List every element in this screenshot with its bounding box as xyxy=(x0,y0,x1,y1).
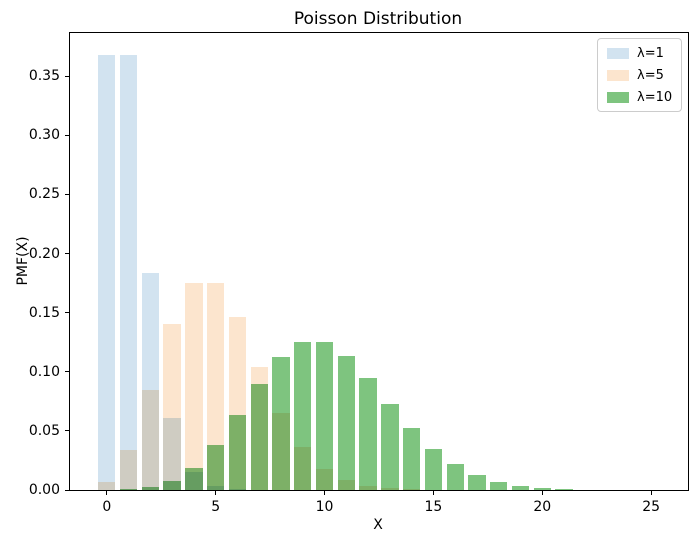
y-tick-label-0.05: 0.05 xyxy=(28,422,60,439)
lambda10-bar-x5 xyxy=(206,445,225,490)
lambda10-bar-x11 xyxy=(337,355,356,490)
y-tick-mark-0.10 xyxy=(65,371,69,373)
lambda1-bar-x0 xyxy=(98,55,116,490)
y-tick-mark-0.30 xyxy=(65,134,69,136)
lambda10-bar-x4 xyxy=(185,467,203,490)
y-tick-mark-0.15 xyxy=(65,312,69,314)
lambda10-bar-x6 xyxy=(228,415,247,490)
x-tick-mark-10 xyxy=(324,491,326,495)
lambda5-bar-x1 xyxy=(119,450,138,490)
legend-item-lambda10: λ=10 xyxy=(607,89,672,105)
x-tick-mark-5 xyxy=(215,491,217,495)
legend-label-lambda10: λ=10 xyxy=(637,89,673,105)
lambda10-bar-x8 xyxy=(272,356,290,490)
y-tick-label-0.15: 0.15 xyxy=(28,304,60,321)
x-tick-label-20: 20 xyxy=(533,499,552,515)
lambda10-bar-x15 xyxy=(424,448,443,490)
y-tick-label-0.25: 0.25 xyxy=(28,186,60,203)
chart-title: Poisson Distribution xyxy=(293,9,463,29)
lambda5-bar-x0 xyxy=(98,482,116,490)
lambda10-bar-x9 xyxy=(294,342,312,490)
lambda5-bar-x4 xyxy=(185,282,203,490)
x-tick-label-10: 10 xyxy=(315,499,334,515)
y-tick-mark-0.25 xyxy=(65,193,69,195)
x-tick-mark-15 xyxy=(432,491,434,495)
lambda10-bar-x21 xyxy=(555,488,573,490)
legend-swatch-lambda10 xyxy=(607,91,629,103)
lambda10-bar-x12 xyxy=(359,377,377,490)
lambda10-bar-x3 xyxy=(163,481,181,490)
x-tick-label-25: 25 xyxy=(642,499,661,515)
y-tick-label-0.20: 0.20 xyxy=(28,245,60,262)
lambda5-bar-x2 xyxy=(141,390,160,490)
legend: λ=1 λ=5 λ=10 xyxy=(597,38,683,112)
y-tick-label-0.00: 0.00 xyxy=(28,482,60,498)
lambda5-bar-x5 xyxy=(206,282,225,490)
x-tick-mark-0 xyxy=(106,491,108,495)
lambda10-bar-x10 xyxy=(315,342,334,490)
lambda5-bar-x3 xyxy=(163,324,181,490)
lambda10-bar-x19 xyxy=(511,485,530,490)
y-tick-label-0.10: 0.10 xyxy=(28,363,60,380)
lambda10-bar-x14 xyxy=(402,428,421,490)
y-tick-label-0.30: 0.30 xyxy=(28,127,60,144)
x-tick-mark-25 xyxy=(650,491,652,495)
x-tick-label-15: 15 xyxy=(424,499,443,515)
legend-label-lambda5: λ=5 xyxy=(637,67,664,83)
y-tick-mark-0.20 xyxy=(65,253,69,255)
x-tick-label-5: 5 xyxy=(211,499,221,515)
lambda10-bar-x16 xyxy=(446,464,464,490)
x-axis-label: X xyxy=(373,517,383,533)
lambda10-bar-x7 xyxy=(250,383,268,490)
lambda10-bar-x2 xyxy=(141,487,160,490)
y-tick-mark-0.00 xyxy=(65,489,69,491)
y-axis-label: PMF(X) xyxy=(15,236,31,286)
y-tick-label-0.35: 0.35 xyxy=(28,68,60,85)
y-tick-mark-0.05 xyxy=(65,430,69,432)
lambda10-bar-x20 xyxy=(533,487,551,490)
legend-swatch-lambda5 xyxy=(607,69,629,81)
lambda1-bar-x1 xyxy=(119,55,138,490)
y-tick-mark-0.35 xyxy=(65,75,69,77)
plot-area xyxy=(69,32,689,491)
legend-item-lambda5: λ=5 xyxy=(607,67,672,83)
x-tick-label-0: 0 xyxy=(102,499,112,515)
lambda10-bar-x17 xyxy=(468,474,486,490)
lambda10-bar-x18 xyxy=(490,481,508,490)
lambda10-bar-x1 xyxy=(119,489,138,490)
legend-item-lambda1: λ=1 xyxy=(607,45,672,61)
lambda10-bar-x13 xyxy=(381,403,399,490)
x-tick-mark-20 xyxy=(541,491,543,495)
legend-swatch-lambda1 xyxy=(607,47,629,59)
legend-label-lambda1: λ=1 xyxy=(637,45,664,61)
